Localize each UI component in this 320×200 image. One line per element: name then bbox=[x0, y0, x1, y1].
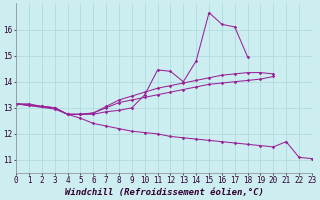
X-axis label: Windchill (Refroidissement éolien,°C): Windchill (Refroidissement éolien,°C) bbox=[65, 188, 263, 197]
